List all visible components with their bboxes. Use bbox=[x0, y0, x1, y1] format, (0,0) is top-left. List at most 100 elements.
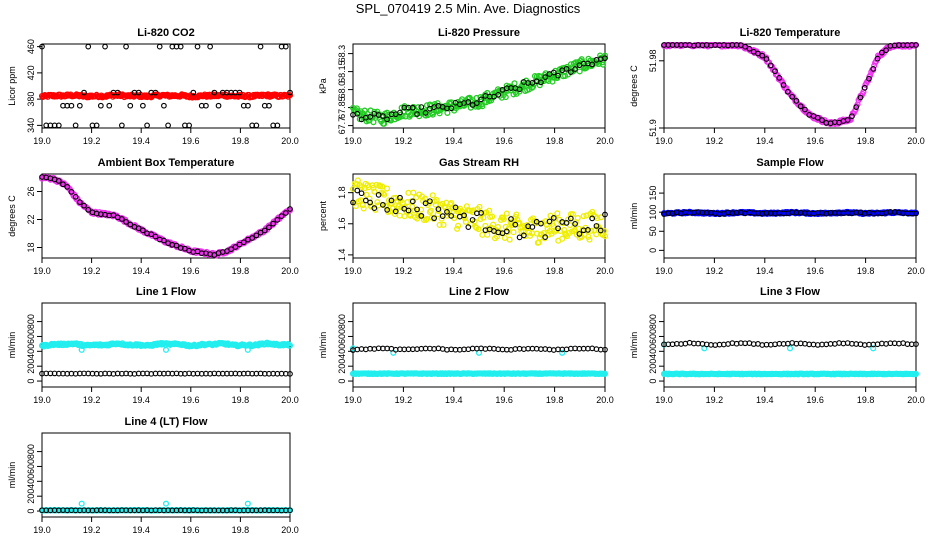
average-point bbox=[127, 102, 134, 109]
x-tick-label: 19.4 bbox=[132, 525, 150, 535]
x-tick-label: 19.2 bbox=[395, 395, 413, 405]
outlier-point bbox=[870, 345, 877, 352]
data-point bbox=[435, 208, 442, 215]
data-point bbox=[912, 370, 920, 377]
chart-line3: Line 3 Flow 19.0 19.2 19.4 19.6 19.8 20.0 0 2004… bbox=[629, 286, 925, 405]
data-point bbox=[429, 192, 436, 199]
average-point bbox=[542, 74, 549, 80]
average-point bbox=[409, 198, 416, 205]
x-tick-label: 19.8 bbox=[857, 395, 875, 405]
data-point bbox=[576, 68, 583, 75]
y-tick-label: 51.9 bbox=[648, 119, 658, 137]
average-point bbox=[257, 43, 264, 50]
outlier-point bbox=[162, 346, 170, 353]
average-point bbox=[819, 117, 825, 123]
chart-licortemp: Li-820 Temperature 19.0 19.2 19.4 19.6 19.8 20… bbox=[629, 27, 925, 146]
average-point bbox=[274, 122, 281, 129]
x-tick-label: 19.0 bbox=[344, 266, 362, 276]
data-point bbox=[389, 205, 396, 212]
data-point bbox=[510, 229, 517, 236]
average-point bbox=[538, 220, 544, 227]
y-tick-label: 0 bbox=[26, 509, 36, 514]
y-tick-label: 68.3 bbox=[337, 45, 347, 63]
average-point bbox=[802, 106, 808, 113]
data-point bbox=[354, 177, 361, 184]
data-point bbox=[475, 226, 482, 233]
x-tick-label: 19.6 bbox=[182, 136, 200, 146]
series-1-sec-data bbox=[349, 52, 609, 127]
average-point bbox=[563, 219, 570, 226]
data-point bbox=[422, 216, 430, 223]
data-point bbox=[536, 82, 543, 89]
y-tick-label: 0 bbox=[337, 379, 347, 384]
x-tick-label: 19.2 bbox=[83, 266, 101, 276]
average-point bbox=[422, 110, 429, 116]
average-point bbox=[257, 229, 264, 236]
average-point bbox=[388, 197, 395, 204]
chart-title: Sample Flow bbox=[756, 157, 824, 169]
x-tick-label: 19.2 bbox=[83, 395, 101, 405]
average-point bbox=[849, 113, 855, 120]
average-point bbox=[602, 346, 608, 353]
average-point bbox=[520, 232, 527, 239]
data-point bbox=[427, 207, 434, 214]
data-point bbox=[511, 80, 518, 87]
data-point bbox=[381, 120, 388, 127]
average-point bbox=[253, 122, 260, 129]
average-point bbox=[207, 43, 213, 50]
y-tick-label: 600 bbox=[26, 329, 36, 344]
y-tick-label: 380 bbox=[26, 92, 36, 107]
data-point bbox=[411, 207, 418, 214]
y-tick-label: 400 bbox=[337, 344, 347, 359]
average-point bbox=[593, 223, 600, 229]
x-tick-label: 19.2 bbox=[706, 266, 724, 276]
y-tick-label: 460 bbox=[26, 39, 36, 54]
average-point bbox=[883, 47, 889, 54]
x-tick-label: 20.0 bbox=[281, 136, 299, 146]
average-point bbox=[81, 89, 87, 96]
x-tick-label: 20.0 bbox=[907, 266, 925, 276]
data-point bbox=[433, 197, 440, 204]
average-point bbox=[68, 188, 75, 195]
x-tick-label: 20.0 bbox=[596, 136, 614, 146]
data-point bbox=[567, 61, 574, 68]
y-tick-label: 0 bbox=[648, 248, 658, 253]
average-point bbox=[287, 206, 293, 212]
x-tick-label: 19.4 bbox=[132, 266, 150, 276]
y-tick-label: 68.15 bbox=[337, 60, 347, 83]
data-point bbox=[286, 342, 294, 349]
y-tick-label: 26 bbox=[26, 186, 36, 196]
average-point bbox=[853, 104, 860, 110]
average-point bbox=[194, 43, 201, 50]
x-tick-label: 19.0 bbox=[655, 136, 673, 146]
data-point bbox=[405, 189, 412, 196]
x-tick-label: 19.0 bbox=[655, 395, 673, 405]
average-point bbox=[358, 190, 365, 197]
x-tick-label: 19.6 bbox=[806, 266, 824, 276]
average-point bbox=[60, 181, 66, 188]
data-point bbox=[600, 61, 607, 68]
average-point bbox=[439, 213, 446, 219]
x-tick-label: 19.4 bbox=[132, 395, 150, 405]
outlier-point bbox=[162, 500, 170, 507]
y-axis-label: Licor ppm bbox=[7, 66, 17, 106]
outlier-point bbox=[78, 500, 85, 507]
average-point bbox=[874, 55, 881, 62]
y-axis-label: ml/min bbox=[629, 332, 639, 359]
plot-frame bbox=[352, 302, 606, 388]
x-tick-label: 19.0 bbox=[33, 136, 51, 146]
data-point bbox=[580, 213, 587, 220]
average-point bbox=[585, 227, 591, 233]
data-point bbox=[502, 94, 509, 101]
series-1-sec-data bbox=[38, 173, 294, 259]
average-point bbox=[236, 241, 243, 248]
y-tick-label: 200 bbox=[26, 489, 36, 504]
average-point bbox=[72, 122, 79, 129]
average-point bbox=[148, 231, 155, 238]
series-2-5-min-ave bbox=[661, 339, 919, 348]
data-point bbox=[526, 229, 533, 236]
outlier-point bbox=[244, 500, 251, 507]
x-tick-label: 19.6 bbox=[182, 266, 200, 276]
data-point bbox=[438, 215, 445, 222]
x-tick-label: 19.8 bbox=[232, 525, 250, 535]
